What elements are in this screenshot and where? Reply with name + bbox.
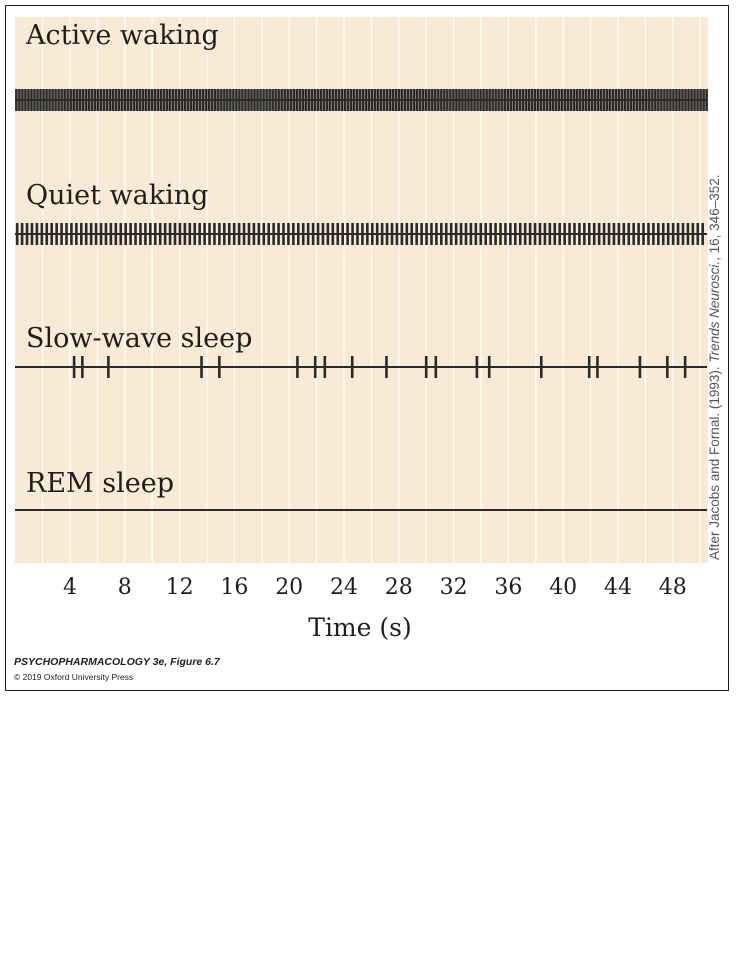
credit-post: , 16, 346–352.	[707, 174, 722, 261]
x-tick-label: 16	[220, 575, 249, 600]
credit-note: After Jacobs and Fornal. (1993). Trends …	[706, 175, 726, 960]
row-title-slow-wave-sleep: Slow-wave sleep	[26, 323, 253, 354]
book-caption: PSYCHOPHARMACOLOGY 3e, Figure 6.7	[14, 656, 220, 668]
x-axis-label: Time (s)	[308, 613, 412, 642]
x-tick-label: 4	[63, 575, 77, 600]
x-tick-label: 36	[494, 575, 523, 600]
spike-raster-chart	[15, 17, 708, 563]
x-tick-label: 24	[330, 575, 358, 600]
x-tick-label: 48	[658, 575, 687, 600]
x-tick-label: 40	[549, 575, 578, 600]
x-tick-label: 44	[604, 575, 632, 600]
x-tick-label: 8	[117, 575, 132, 600]
x-tick-label: 20	[275, 575, 304, 600]
credit-journal: Trends Neurosci.	[707, 260, 722, 363]
row-title-active-waking: Active waking	[26, 20, 219, 51]
row-title-quiet-waking: Quiet waking	[26, 180, 209, 211]
x-tick-label: 12	[165, 575, 194, 600]
x-tick-label: 32	[439, 575, 468, 600]
credit-pre: After Jacobs and Fornal. (1993).	[707, 362, 722, 560]
x-tick-label: 28	[384, 575, 413, 600]
copyright-note: © 2019 Oxford University Press	[14, 672, 134, 682]
row-title-rem-sleep: REM sleep	[26, 468, 174, 499]
